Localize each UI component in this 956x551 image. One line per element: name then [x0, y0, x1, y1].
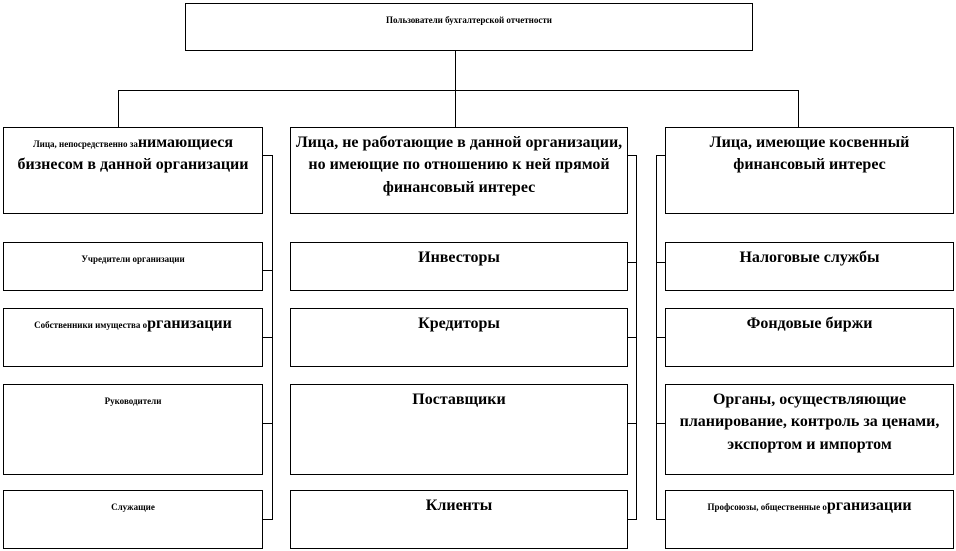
item-box: Руководители: [3, 384, 263, 475]
box-text: Служащие: [111, 502, 155, 512]
box-text: Собственники имущества о: [34, 320, 148, 330]
root-box: Пользователи бухгалтерской отчетности: [185, 3, 753, 51]
box-text: Инвесторы: [418, 249, 500, 266]
box-text: Клиенты: [425, 497, 493, 514]
item-box: Кредиторы: [290, 308, 628, 367]
item-box: Органы, осуществляющие планирование, кон…: [665, 384, 954, 475]
box-text: Профсоюзы, общественные о: [707, 502, 827, 512]
box-text: Пользователи бухгалтерской отчетности: [386, 15, 552, 25]
column-header-box: Лица, непосредственно занимающиеся бизне…: [3, 127, 263, 214]
item-box: Учредители организации: [3, 242, 263, 291]
box-text: Лица, имеющие косвенный финансовый интер…: [709, 134, 910, 174]
item-box: Поставщики: [290, 384, 628, 475]
box-text: рганизации: [147, 315, 232, 332]
box-text: Фондовые биржи: [746, 315, 873, 332]
item-box: Профсоюзы, общественные организации: [665, 490, 954, 549]
column-header-box: Лица, не работающие в данной организации…: [290, 127, 628, 214]
box-text: Лица, непосредственно за: [32, 139, 138, 149]
box-text: Органы, осуществляющие планирование, кон…: [679, 391, 940, 453]
box-text: нимающиеся бизнесом в данной организации: [17, 134, 249, 174]
box-text: Кредиторы: [418, 315, 500, 332]
item-box: Налоговые службы: [665, 242, 954, 291]
item-box: Клиенты: [290, 490, 628, 549]
item-box: Инвесторы: [290, 242, 628, 291]
box-text: Учредители организации: [81, 254, 185, 264]
column-header-box: Лица, имеющие косвенный финансовый интер…: [665, 127, 954, 214]
item-box: Фондовые биржи: [665, 308, 954, 367]
box-text: рганизации: [826, 497, 912, 514]
box-text: Руководители: [104, 396, 162, 406]
box-text: Налоговые службы: [739, 249, 880, 266]
box-text: Поставщики: [412, 391, 506, 408]
item-box: Служащие: [3, 490, 263, 549]
item-box: Собственники имущества организации: [3, 308, 263, 367]
box-text: Лица, не работающие в данной организации…: [295, 134, 623, 196]
